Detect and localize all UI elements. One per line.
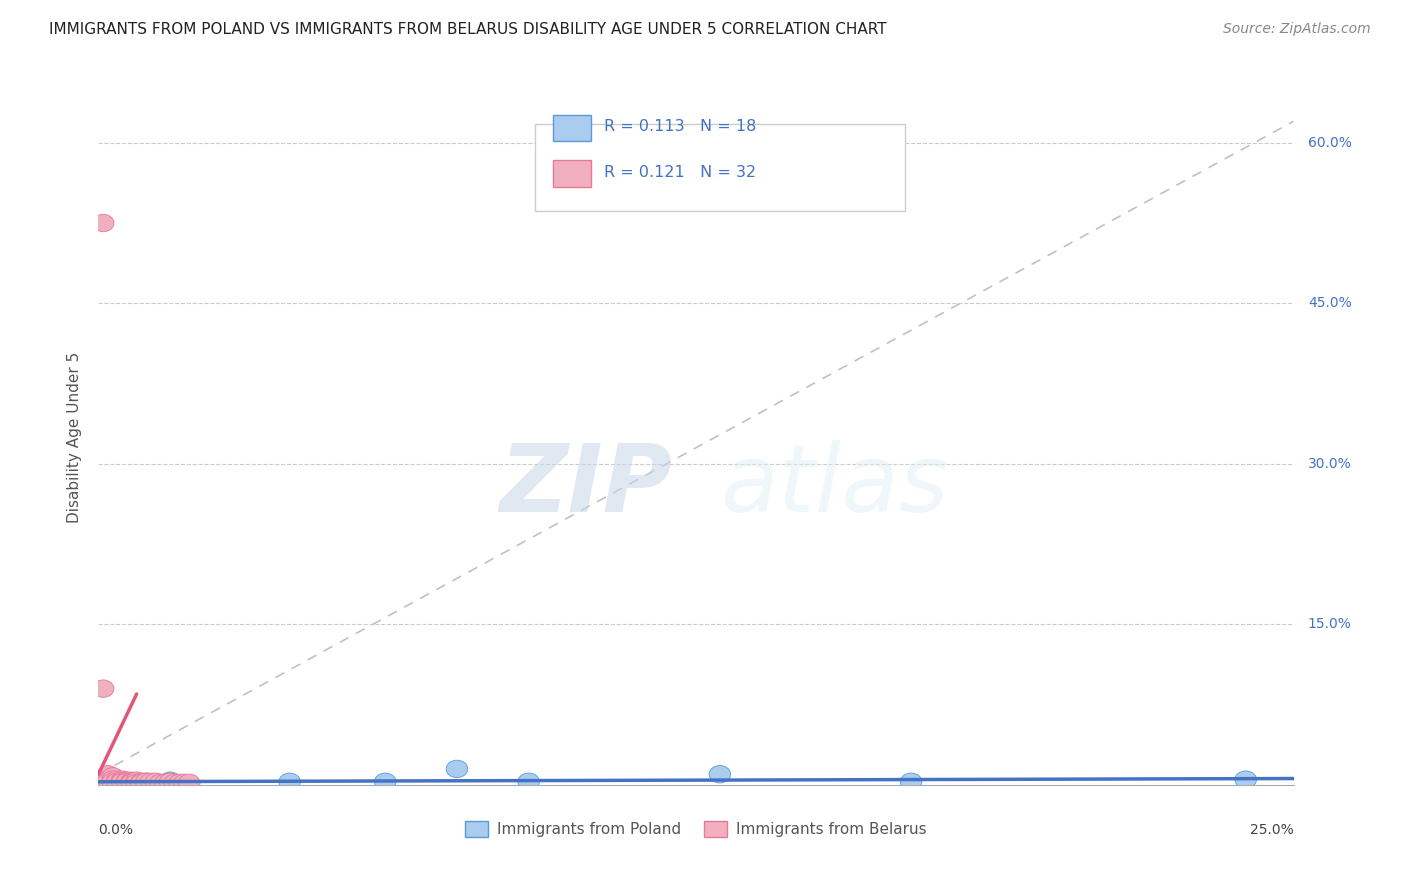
Text: Source: ZipAtlas.com: Source: ZipAtlas.com <box>1223 22 1371 37</box>
Ellipse shape <box>93 214 114 232</box>
Text: R = 0.121   N = 32: R = 0.121 N = 32 <box>605 165 756 180</box>
Ellipse shape <box>159 773 181 790</box>
Ellipse shape <box>107 771 128 789</box>
Ellipse shape <box>97 773 118 790</box>
Text: 25.0%: 25.0% <box>1250 823 1294 838</box>
Ellipse shape <box>111 773 134 790</box>
Text: 0.0%: 0.0% <box>98 823 134 838</box>
Ellipse shape <box>127 772 148 789</box>
Ellipse shape <box>141 773 162 790</box>
Text: 45.0%: 45.0% <box>1308 296 1351 310</box>
Text: 60.0%: 60.0% <box>1308 136 1351 150</box>
Ellipse shape <box>111 772 134 789</box>
Text: R = 0.113   N = 18: R = 0.113 N = 18 <box>605 119 756 134</box>
Ellipse shape <box>135 773 157 790</box>
Ellipse shape <box>159 772 181 789</box>
FancyBboxPatch shape <box>534 124 905 211</box>
Ellipse shape <box>1234 771 1257 789</box>
Ellipse shape <box>165 774 186 791</box>
Ellipse shape <box>179 774 200 791</box>
Ellipse shape <box>93 774 114 791</box>
Ellipse shape <box>145 773 166 790</box>
Ellipse shape <box>97 773 118 790</box>
Text: 30.0%: 30.0% <box>1308 457 1351 471</box>
Legend: Immigrants from Poland, Immigrants from Belarus: Immigrants from Poland, Immigrants from … <box>458 815 934 844</box>
Ellipse shape <box>111 774 134 791</box>
Ellipse shape <box>121 773 142 790</box>
Ellipse shape <box>103 771 124 789</box>
Text: IMMIGRANTS FROM POLAND VS IMMIGRANTS FROM BELARUS DISABILITY AGE UNDER 5 CORRELA: IMMIGRANTS FROM POLAND VS IMMIGRANTS FRO… <box>49 22 887 37</box>
Ellipse shape <box>127 774 148 791</box>
Ellipse shape <box>103 772 124 789</box>
Ellipse shape <box>135 773 157 790</box>
Ellipse shape <box>93 680 114 698</box>
FancyBboxPatch shape <box>553 161 591 186</box>
Ellipse shape <box>127 774 148 791</box>
Text: atlas: atlas <box>720 441 948 532</box>
Ellipse shape <box>169 774 190 791</box>
Ellipse shape <box>97 771 118 789</box>
Text: ZIP: ZIP <box>499 440 672 532</box>
Ellipse shape <box>446 760 468 778</box>
Ellipse shape <box>900 773 922 790</box>
Ellipse shape <box>121 774 142 791</box>
FancyBboxPatch shape <box>553 115 591 141</box>
Ellipse shape <box>103 773 124 790</box>
Ellipse shape <box>97 765 118 783</box>
Ellipse shape <box>374 773 396 790</box>
Ellipse shape <box>709 765 731 783</box>
Ellipse shape <box>117 773 138 790</box>
Ellipse shape <box>121 773 142 790</box>
Ellipse shape <box>103 768 124 785</box>
Ellipse shape <box>107 773 128 790</box>
Ellipse shape <box>117 774 138 791</box>
Ellipse shape <box>517 773 540 790</box>
Ellipse shape <box>150 774 172 791</box>
Ellipse shape <box>107 773 128 790</box>
Ellipse shape <box>121 772 142 789</box>
Y-axis label: Disability Age Under 5: Disability Age Under 5 <box>67 351 83 523</box>
Ellipse shape <box>131 773 152 790</box>
Ellipse shape <box>278 773 301 790</box>
Ellipse shape <box>111 773 134 790</box>
Text: 15.0%: 15.0% <box>1308 617 1351 632</box>
Ellipse shape <box>155 774 176 791</box>
Ellipse shape <box>174 774 195 791</box>
Ellipse shape <box>117 772 138 789</box>
Ellipse shape <box>111 771 134 789</box>
Ellipse shape <box>131 774 152 791</box>
